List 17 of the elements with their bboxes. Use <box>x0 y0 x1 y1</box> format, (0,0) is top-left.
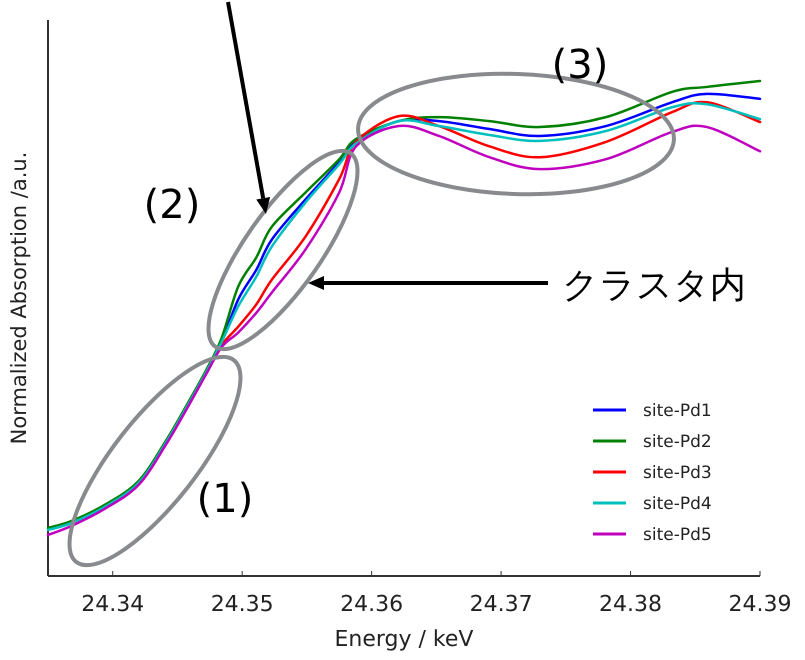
annotation: (3) <box>552 42 608 88</box>
x-tick-label: 24.35 <box>210 592 274 617</box>
x-tick-label: 24.36 <box>340 592 404 617</box>
x-tick-label: 24.37 <box>470 592 533 617</box>
x-tick-label: 24.34 <box>81 592 144 617</box>
x-tick-label: 24.38 <box>599 592 662 617</box>
legend-label: site-Pd2 <box>643 432 712 452</box>
annotation: (2) <box>144 182 200 228</box>
legend-label: site-Pd3 <box>643 463 712 483</box>
annotation: (1) <box>196 476 254 522</box>
legend-label: site-Pd1 <box>643 401 712 421</box>
x-tick-label: 24.39 <box>728 592 792 617</box>
annotation: クラスタ内 <box>562 265 746 306</box>
y-axis-title: Normalized Absorption /a.u. <box>7 152 31 444</box>
legend-label: site-Pd5 <box>643 525 712 545</box>
legend-label: site-Pd4 <box>643 494 712 514</box>
x-axis-title: Energy / keV <box>334 627 474 652</box>
